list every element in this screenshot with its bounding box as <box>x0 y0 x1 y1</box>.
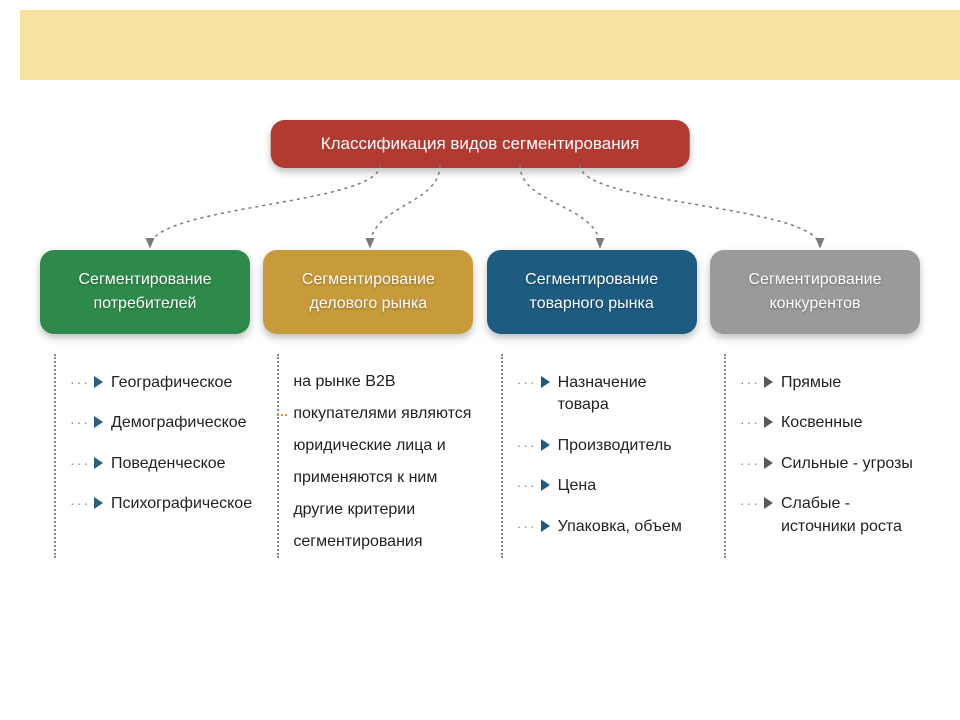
arrow-icon <box>94 376 103 388</box>
root-label: Классификация видов сегментирования <box>321 134 640 153</box>
branch-title-line1: Сегментирование <box>273 268 463 292</box>
arrow-icon <box>764 376 773 388</box>
branch: Сегментированиетоварного рынка ··· Назначе… <box>487 250 697 558</box>
branch-items: ··· Прямые ··· Косвенные ··· Сильные - угрозы… <box>724 354 920 558</box>
item-dots: ··· <box>740 412 760 432</box>
branch-title-line2: делового рынка <box>273 292 463 316</box>
arrow-icon <box>541 479 550 491</box>
arrow-icon <box>94 416 103 428</box>
list-item: ··· Производитель <box>517 435 697 457</box>
arrow-icon <box>764 497 773 509</box>
item-dots: ··· <box>70 372 90 392</box>
list-item: ··· Упаковка, объем <box>517 516 697 538</box>
branch: Сегментированиеконкурентов ··· Прямые ··· Ко… <box>710 250 920 558</box>
branch-title-line1: Сегментирование <box>720 268 910 292</box>
arrow-icon <box>541 376 550 388</box>
branch: Сегментированиепотребителей ··· Географиче… <box>40 250 250 558</box>
header-band <box>20 10 960 80</box>
item-text: Цена <box>558 475 596 497</box>
branch-title-line2: товарного рынка <box>497 292 687 316</box>
arrow-icon <box>94 497 103 509</box>
arrow-icon <box>94 457 103 469</box>
list-item: ··· Географическое <box>70 372 250 394</box>
list-item: ··· Назначение товара <box>517 372 697 417</box>
branch-title-line2: конкурентов <box>720 292 910 316</box>
list-item: ··· Сильные - угрозы <box>740 453 920 475</box>
item-text: Сильные - угрозы <box>781 453 913 475</box>
connector-lines <box>0 165 960 255</box>
branch-node: Сегментированиепотребителей <box>40 250 250 334</box>
arrow-icon <box>764 457 773 469</box>
branch-paragraph: на рынке B2B покупателями являются юриди… <box>277 354 473 558</box>
list-item: ··· Слабые - источники роста <box>740 493 920 538</box>
branch-node: Сегментированиеконкурентов <box>710 250 920 334</box>
item-dots: ··· <box>70 412 90 432</box>
item-text: Поведенческое <box>111 453 226 475</box>
item-dots: ··· <box>517 372 537 392</box>
branch-title-line2: потребителей <box>50 292 240 316</box>
item-dots: ··· <box>517 475 537 495</box>
item-text: Упаковка, объем <box>558 516 682 538</box>
list-item: ··· Психографическое <box>70 493 250 515</box>
item-text: Прямые <box>781 372 841 394</box>
branch-items: ··· Назначение товара ··· Производитель ··· Ц… <box>501 354 697 558</box>
item-text: Производитель <box>558 435 672 457</box>
item-dots: ··· <box>740 453 760 473</box>
item-dots: ··· <box>740 372 760 392</box>
list-item: ··· Цена <box>517 475 697 497</box>
branch-node: Сегментированиеделового рынка <box>263 250 473 334</box>
item-text: Демографическое <box>111 412 247 434</box>
item-text: Географическое <box>111 372 232 394</box>
branch-title-line1: Сегментирование <box>50 268 240 292</box>
branches-row: Сегментированиепотребителей···Географиче… <box>0 250 960 558</box>
arrow-icon <box>541 520 550 532</box>
item-dots: ··· <box>70 493 90 513</box>
branch-title-line1: Сегментирование <box>497 268 687 292</box>
item-text: Косвенные <box>781 412 863 434</box>
branch-items: ··· Географическое ··· Демографическое ··· По… <box>54 354 250 558</box>
item-dots: ··· <box>517 516 537 536</box>
root-node: Классификация видов сегментирования <box>271 120 690 168</box>
item-dots: ··· <box>70 453 90 473</box>
list-item: ··· Поведенческое <box>70 453 250 475</box>
item-text: Назначение товара <box>558 372 697 417</box>
item-dots: ··· <box>740 493 760 513</box>
list-item: ··· Демографическое <box>70 412 250 434</box>
branch-node: Сегментированиетоварного рынка <box>487 250 697 334</box>
arrow-icon <box>541 439 550 451</box>
item-text: Слабые - источники роста <box>781 493 920 538</box>
list-item: ··· Косвенные <box>740 412 920 434</box>
arrow-icon <box>764 416 773 428</box>
item-text: Психографическое <box>111 493 252 515</box>
list-item: ··· Прямые <box>740 372 920 394</box>
branch: Сегментированиеделового рынка на рынке B2… <box>263 250 473 558</box>
item-dots: ··· <box>517 435 537 455</box>
